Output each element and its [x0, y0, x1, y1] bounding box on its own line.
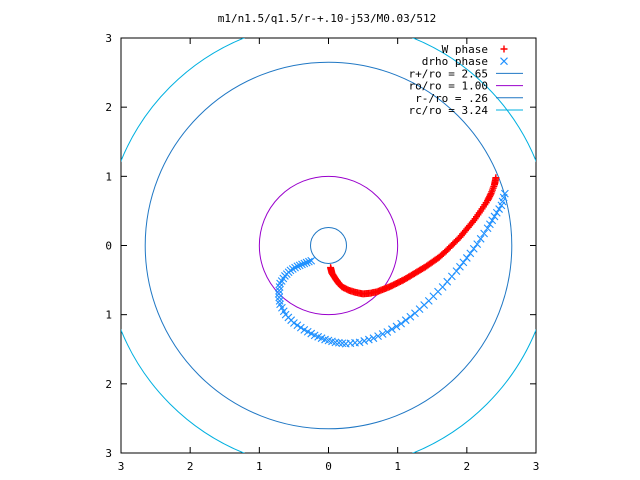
circle-r-4 [310, 227, 347, 264]
drho-phase-point [288, 265, 297, 273]
drho-phase-point [392, 322, 401, 331]
drho-phase-point [469, 244, 478, 253]
y-tick-label: 3 [105, 32, 112, 45]
drho-phase-point [480, 229, 489, 238]
y-tick-label: 1 [105, 309, 112, 322]
drho-phase-point [459, 258, 468, 267]
legend-label: W phase [442, 43, 488, 56]
drho-phase-point [483, 224, 492, 233]
x-tick-label: 1 [394, 460, 401, 473]
legend-marker [500, 57, 508, 66]
x-tick-label: 1 [256, 460, 263, 473]
drho-phase-point [401, 316, 410, 325]
drho-phase-point [397, 319, 406, 328]
x-tick-label: 3 [118, 460, 125, 473]
drho-phase-point [307, 256, 316, 265]
drho-phase-point [473, 240, 482, 249]
drho-phase-point [302, 258, 311, 267]
drho-phase-point [298, 260, 306, 269]
x-tick-label: 2 [187, 460, 194, 473]
drho-phase-point [492, 208, 501, 217]
drho-phase-point [466, 249, 475, 258]
chart-title: m1/n1.5/q1.5/r-+.10-j53/M0.03/512 [218, 12, 437, 25]
legend-marker [500, 45, 508, 53]
drho-phase-point [462, 254, 471, 262]
x-tick-label: 2 [464, 460, 471, 473]
drho-phase-point [383, 328, 392, 336]
circle-r-3 [258, 175, 399, 316]
drho-phase-point [305, 257, 313, 266]
drho-phase-point [486, 220, 494, 229]
drho-phase-point [374, 332, 382, 340]
drho-phase-point [355, 338, 364, 347]
y-tick-label: 0 [105, 240, 112, 253]
x-tick-label: 3 [533, 460, 540, 473]
drho-phase-point [290, 319, 298, 327]
drho-phase-point [456, 262, 464, 271]
drho-phase-point [293, 262, 302, 271]
drho-phase-point [360, 337, 369, 345]
y-tick-label: 2 [105, 101, 112, 114]
y-tick-label: 3 [105, 447, 112, 460]
drho-phase-point [495, 205, 503, 213]
drho-phase-point [388, 325, 396, 334]
drho-phase-point [293, 321, 302, 330]
y-tick-label: 2 [105, 378, 112, 391]
x-tick-label: 0 [325, 460, 332, 473]
drho-phase-point [296, 323, 305, 332]
circle-r-2 [144, 61, 513, 430]
drho-phase-point [300, 259, 309, 268]
drho-phase-point [500, 189, 509, 198]
drho-phase-point [490, 212, 499, 221]
drho-phase-point [364, 335, 373, 344]
drho-phase-point [476, 234, 485, 243]
drho-phase-point [291, 263, 299, 272]
legend-label: ro/ro = 1.00 [409, 80, 488, 93]
legend-label: r-/ro = .26 [415, 92, 488, 105]
drho-phase-point [488, 216, 497, 225]
drho-phase-point [452, 267, 461, 275]
legend-label: drho phase [422, 55, 488, 68]
w-phase-point [492, 174, 500, 182]
legend-label: rc/ro = 3.24 [409, 104, 489, 117]
drho-phase-point [369, 334, 378, 343]
drho-phase-point [295, 261, 304, 270]
legend-label: r+/ro = 2.65 [409, 67, 488, 80]
y-tick-label: 1 [105, 170, 112, 183]
drho-phase-point [406, 312, 415, 321]
drho-phase-point [378, 330, 387, 338]
